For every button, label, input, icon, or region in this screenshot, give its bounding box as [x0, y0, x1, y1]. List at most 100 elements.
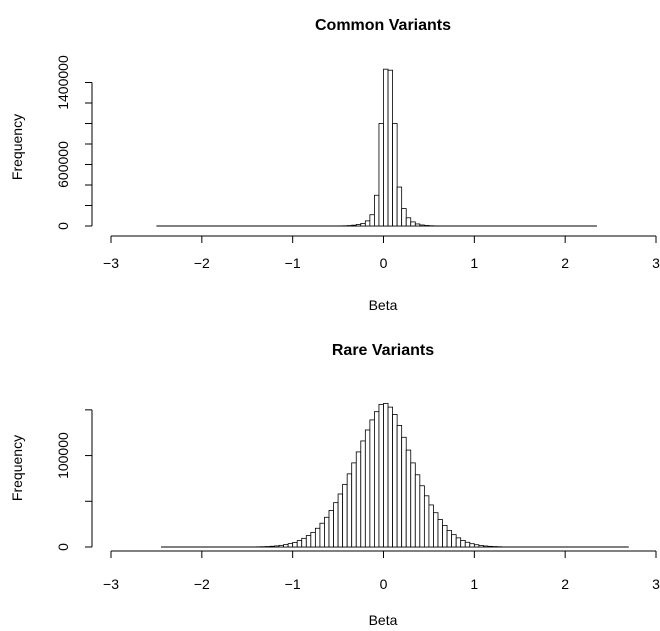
- histogram-bar: [423, 495, 430, 548]
- histogram-bar: [401, 436, 407, 548]
- histogram-bar: [355, 224, 362, 227]
- y-tick-label: 100000: [55, 432, 71, 479]
- histogram-bar: [419, 485, 425, 548]
- histogram-bar: [460, 540, 466, 548]
- x-tick-label: −2: [194, 255, 210, 271]
- histogram-bar: [414, 474, 421, 548]
- histogram-bar: [374, 194, 380, 227]
- histogram-bar: [464, 541, 471, 548]
- x-axis: −3 −2 −1 0 1 2 3: [103, 550, 660, 592]
- histogram-bar: [310, 531, 316, 548]
- histogram-bar: [387, 406, 393, 548]
- histogram-bar: [405, 217, 412, 227]
- histogram-bar: [378, 403, 384, 548]
- histogram-bar: [401, 208, 407, 227]
- histogram-bar: [423, 225, 430, 227]
- histogram-bar: [324, 516, 330, 548]
- histogram-bar: [483, 545, 489, 548]
- histogram-bar: [392, 123, 398, 227]
- histogram-bar: [383, 68, 389, 227]
- histogram-bar: [319, 522, 325, 548]
- histogram-bar: [360, 223, 366, 227]
- histogram-bar: [369, 419, 375, 548]
- rare-variants-panel: Rare Variants Beta Frequency −3 −2 −1 0 1 2 3 …: [9, 342, 660, 628]
- x-axis: −3 −2 −1 0 1 2 3: [103, 235, 660, 271]
- histogram-bar: [305, 535, 312, 548]
- x-tick-label: −1: [285, 576, 301, 592]
- histogram-bar: [437, 519, 443, 548]
- x-tick-label: 1: [470, 576, 478, 592]
- histogram-bar: [469, 543, 475, 548]
- histogram-bar: [405, 449, 412, 548]
- chart-title: Rare Variants: [332, 342, 434, 359]
- x-tick-label: −3: [103, 255, 119, 271]
- histogram-bar: [269, 545, 275, 548]
- histogram-bar: [292, 542, 298, 548]
- histogram-bar: [351, 224, 357, 227]
- x-tick-label: −3: [103, 576, 119, 592]
- x-tick-label: 2: [561, 576, 569, 592]
- histogram-bar: [428, 504, 434, 548]
- histogram-bar: [442, 525, 448, 548]
- histogram-bar: [346, 473, 353, 548]
- histogram-bar: [378, 123, 384, 227]
- histogram-bar: [478, 545, 484, 548]
- y-axis-label: Frequency: [9, 435, 25, 501]
- histogram-bar: [433, 512, 439, 548]
- histogram-bar: [473, 544, 480, 548]
- histogram-bar: [274, 545, 280, 548]
- x-tick-label: 0: [380, 255, 388, 271]
- histogram-bar: [301, 537, 307, 548]
- histogram-bar: [369, 214, 375, 227]
- histogram-bar: [396, 424, 403, 548]
- histogram-bar: [296, 540, 303, 548]
- y-tick-label: 0: [55, 222, 71, 230]
- x-tick-label: 1: [470, 255, 478, 271]
- y-axis-label: Frequency: [9, 114, 25, 180]
- histogram-bar: [419, 224, 425, 227]
- y-tick-label: 0: [55, 543, 71, 551]
- x-tick-label: 0: [380, 576, 388, 592]
- y-tick-label: 1400000: [55, 55, 71, 110]
- histogram-bar: [283, 544, 289, 548]
- histogram-bar: [364, 220, 371, 227]
- histogram-bar: [446, 530, 453, 548]
- histogram-bar: [383, 403, 389, 548]
- histogram-bar: [278, 544, 284, 548]
- histogram-bar: [364, 429, 371, 548]
- histogram-bar: [414, 223, 421, 227]
- y-axis: 0 600000 1400000: [55, 55, 93, 230]
- histogram-bar: [392, 414, 398, 548]
- histogram-bar: [387, 69, 393, 227]
- histogram-bar: [314, 527, 321, 548]
- histogram-bar: [355, 451, 362, 548]
- histogram-bar: [410, 221, 416, 227]
- histogram-bar: [487, 545, 493, 548]
- x-tick-label: 2: [561, 255, 569, 271]
- histogram-bar: [374, 411, 380, 548]
- x-tick-label: 3: [652, 576, 660, 592]
- histogram-bars: [160, 403, 629, 548]
- x-tick-label: −1: [285, 255, 301, 271]
- histogram-bar: [287, 543, 294, 548]
- histogram-bar: [337, 493, 344, 548]
- histogram-bar: [396, 186, 403, 227]
- x-axis-label: Beta: [369, 297, 398, 313]
- histogram-bars: [156, 68, 597, 227]
- x-tick-label: 3: [652, 255, 660, 271]
- histogram-bar: [410, 462, 416, 548]
- histogram-bar: [328, 510, 334, 548]
- chart-title: Common Variants: [315, 17, 451, 34]
- histogram-bar: [455, 537, 462, 548]
- histogram-bar: [351, 462, 357, 548]
- common-variants-panel: Common Variants Beta Frequency −3 −2 −1 0 1 2…: [9, 17, 660, 313]
- histogram-bar: [342, 483, 348, 548]
- x-axis-label: Beta: [369, 612, 398, 628]
- y-axis: 0 100000: [55, 409, 93, 551]
- histogram-bar: [333, 502, 339, 548]
- y-tick-label: 600000: [55, 141, 71, 188]
- histogram-bar: [360, 440, 366, 548]
- x-tick-label: −2: [194, 576, 210, 592]
- histogram-bar: [451, 534, 457, 548]
